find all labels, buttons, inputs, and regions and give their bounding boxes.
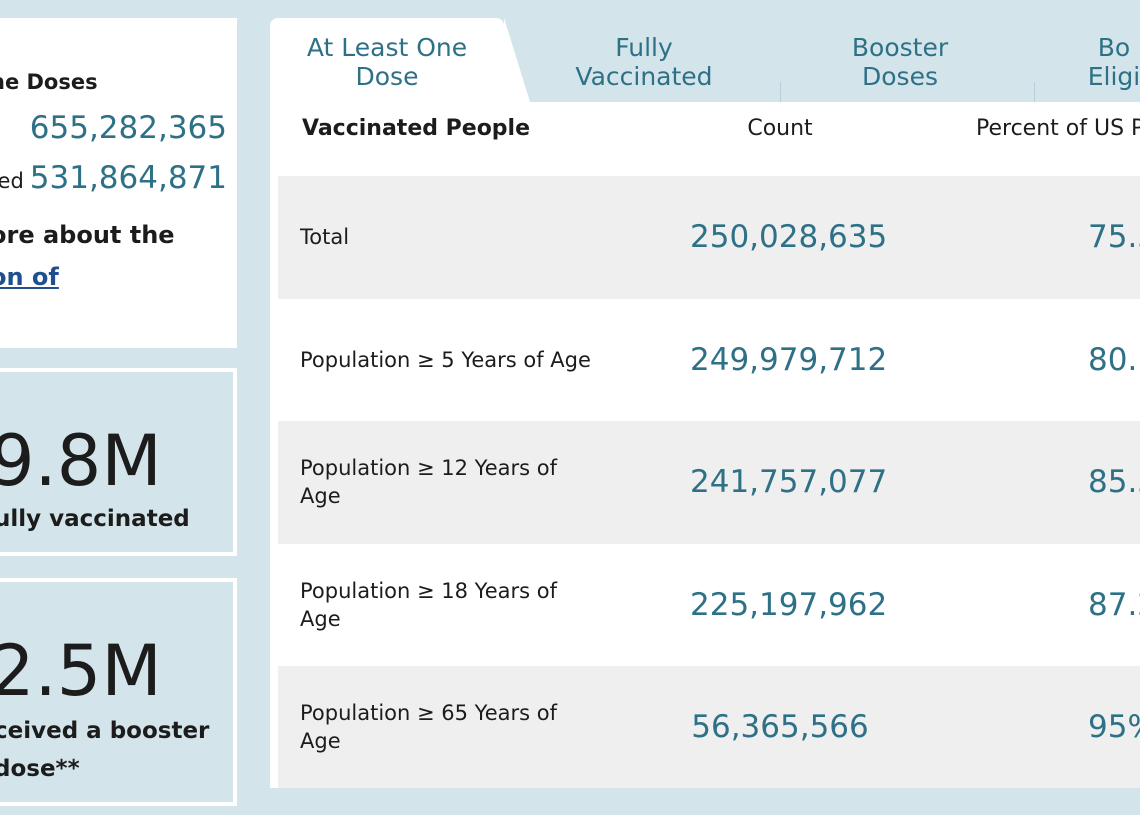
doses-card-title: ne Doses xyxy=(0,70,98,94)
tab-separator xyxy=(1034,82,1035,102)
tab-booster-doses[interactable]: Booster Doses xyxy=(790,18,1010,102)
tab-label: Booster xyxy=(851,33,949,62)
row-label: Population ≥ 18 Years of Age xyxy=(300,578,557,631)
tab-at-least-one-dose[interactable]: At Least One Dose xyxy=(270,18,530,102)
row-count: 250,028,635 xyxy=(690,219,888,256)
column-header-percent: Percent of US P xyxy=(976,116,1140,141)
table-row: Population ≥ 65 Years of Age 56,365,566 … xyxy=(278,666,1140,788)
booster-number: 2.5M xyxy=(0,630,162,712)
doses-row-value: 655,282,365 xyxy=(29,110,227,146)
tab-booster-eligible[interactable]: Bo Eligi xyxy=(1044,18,1140,102)
learn-more-link[interactable]: on of xyxy=(0,263,59,291)
row-count: 249,979,712 xyxy=(690,341,888,378)
doses-row-value: 531,864,871 xyxy=(29,160,227,196)
row-count: 56,365,566 xyxy=(691,709,869,746)
learn-more-line: ore about the xyxy=(0,221,175,249)
table-row: Population ≥ 5 Years of Age 249,979,712 … xyxy=(278,299,1140,422)
fully-vaccinated-caption: ully vaccinated xyxy=(0,506,190,532)
row-percent: 95% xyxy=(1088,709,1140,746)
row-percent: 75.3 xyxy=(1088,219,1140,256)
tab-label: Dose xyxy=(355,62,419,91)
tab-label: Vaccinated xyxy=(575,62,713,91)
tab-label: Doses xyxy=(862,62,938,91)
tab-separator xyxy=(780,82,781,102)
doses-summary-card: ne Doses 655,282,365 ed 531,864,871 ore … xyxy=(0,18,237,348)
table-body: Total 250,028,635 75.3 Population ≥ 5 Ye… xyxy=(278,176,1140,788)
learn-more-text: ore about the on of xyxy=(0,214,175,298)
tab-label: Fully xyxy=(615,33,673,62)
row-label: Population ≥ 65 Years of Age xyxy=(300,701,557,754)
table-header: Vaccinated People Count Percent of US P xyxy=(270,102,1140,176)
row-percent: 87.2 xyxy=(1088,586,1140,623)
row-percent: 85.3 xyxy=(1088,464,1140,501)
tab-label: At Least One xyxy=(306,33,468,62)
vaccination-table-panel: At Least One Dose Fully Vaccinated Boost… xyxy=(270,18,1140,788)
left-column: ne Doses 655,282,365 ed 531,864,871 ore … xyxy=(0,0,260,815)
row-label: Total xyxy=(300,225,350,250)
booster-caption: ceived a booster dose** xyxy=(0,712,209,788)
table-row: Total 250,028,635 75.3 xyxy=(278,176,1140,299)
tab-label: Bo xyxy=(1097,33,1131,62)
row-percent: 80.1 xyxy=(1088,341,1140,378)
row-count: 225,197,962 xyxy=(690,586,888,623)
tab-bar: At Least One Dose Fully Vaccinated Boost… xyxy=(270,18,1140,102)
column-header-count: Count xyxy=(747,116,813,141)
booster-card: 2.5M ceived a booster dose** xyxy=(0,578,237,806)
row-label: Population ≥ 5 Years of Age xyxy=(300,347,591,372)
tab-label: Eligi xyxy=(1087,62,1140,91)
booster-caption-line: dose** xyxy=(0,756,80,782)
row-label: Population ≥ 12 Years of Age xyxy=(300,456,557,509)
table-row: Population ≥ 18 Years of Age 225,197,962… xyxy=(278,544,1140,667)
doses-row-delivered: ed 531,864,871 xyxy=(0,160,227,196)
doses-row-administered: 655,282,365 xyxy=(24,110,227,146)
tab-fully-vaccinated[interactable]: Fully Vaccinated xyxy=(532,18,756,102)
booster-caption-line: ceived a booster xyxy=(0,718,210,744)
fully-vaccinated-card: 9.8M ully vaccinated xyxy=(0,368,237,556)
column-header-vaccinated-people: Vaccinated People xyxy=(302,116,531,141)
doses-row-label: ed xyxy=(0,169,24,193)
fully-vaccinated-number: 9.8M xyxy=(0,420,162,502)
row-count: 241,757,077 xyxy=(690,464,888,501)
table-row: Population ≥ 12 Years of Age 241,757,077… xyxy=(278,421,1140,544)
